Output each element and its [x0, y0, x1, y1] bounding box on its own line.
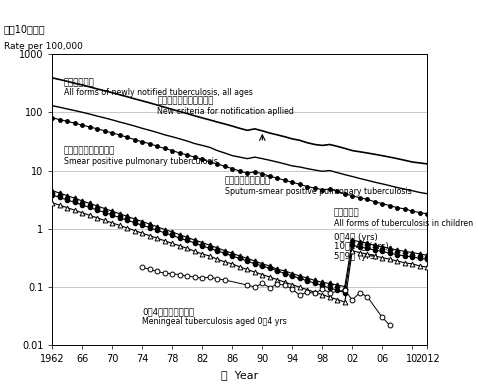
Text: 0～4歳結核性髄膜炎: 0～4歳結核性髄膜炎	[142, 307, 195, 316]
Text: 10～14歳 (yrs): 10～14歳 (yrs)	[334, 242, 388, 251]
Text: Sputum-smear positive pulmonary tuberculosis: Sputum-smear positive pulmonary tubercul…	[225, 187, 412, 196]
Text: 小児全結核: 小児全結核	[334, 208, 359, 217]
Text: 人口10万対率: 人口10万対率	[3, 24, 45, 34]
Text: 全年齢塗抹陽性肺結核: 全年齢塗抹陽性肺結核	[64, 147, 115, 156]
Text: New criteria for notification apllied: New criteria for notification apllied	[157, 108, 294, 116]
Text: Rate per 100,000: Rate per 100,000	[3, 42, 82, 51]
Text: 届出結核患者定義の変更: 届出結核患者定義の変更	[157, 97, 214, 106]
Text: 喀痰塗抹陽性肺結核: 喀痰塗抹陽性肺結核	[225, 177, 271, 185]
Text: 5～9歳 (yrs): 5～9歳 (yrs)	[334, 252, 377, 261]
Text: Meningeal tuberculosis aged 0－4 yrs: Meningeal tuberculosis aged 0－4 yrs	[142, 318, 287, 326]
Text: All forms of tuberculosis in children: All forms of tuberculosis in children	[334, 218, 473, 228]
Text: 全年齢全結核: 全年齢全結核	[64, 78, 94, 87]
Text: All forms of newly notified tuberculosis, all ages: All forms of newly notified tuberculosis…	[64, 88, 252, 98]
Text: 0～4歳 (yrs): 0～4歳 (yrs)	[334, 233, 377, 242]
Text: Smear positive pulmonary tuberculosis: Smear positive pulmonary tuberculosis	[64, 157, 217, 166]
X-axis label: 年  Year: 年 Year	[221, 370, 259, 380]
